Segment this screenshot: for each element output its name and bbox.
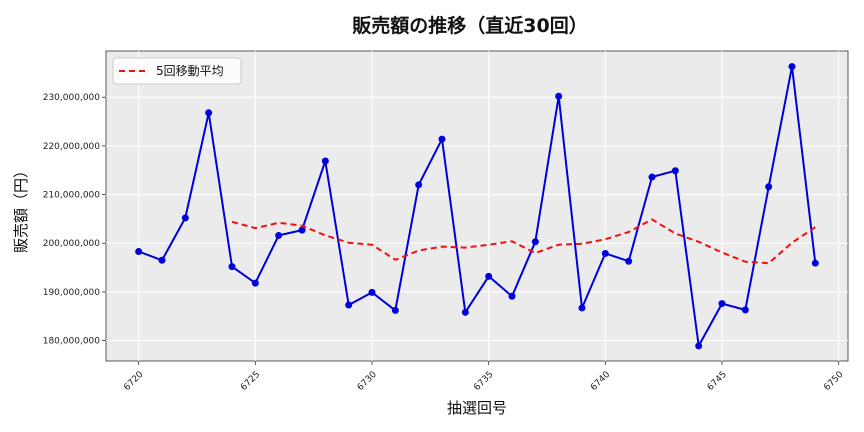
sales-data-point xyxy=(275,231,283,239)
y-axis-label: 販売額（円） xyxy=(12,163,30,253)
y-axis-ticks: 180,000,000 190,000,000 200,000,000 210,000… xyxy=(43,93,106,347)
sales-data-point xyxy=(765,183,773,191)
y-tick-label: 190,000,000 xyxy=(43,288,101,298)
sales-data-point xyxy=(695,342,703,350)
sales-data-point xyxy=(741,306,749,314)
moving-average-line xyxy=(231,218,816,265)
sales-data-point xyxy=(158,256,166,264)
sales-data-point xyxy=(508,292,516,300)
plot-area xyxy=(105,50,849,362)
y-tick-label: 180,000,000 xyxy=(43,337,101,347)
chart-title: 販売額の推移（直近30回） xyxy=(352,14,587,37)
sales-data-point xyxy=(391,306,399,314)
y-tick-label: 200,000,000 xyxy=(43,239,101,249)
sales-data-point xyxy=(718,300,726,308)
legend: 5回移動平均 xyxy=(112,57,242,85)
legend-box xyxy=(112,57,242,85)
sales-data-point xyxy=(415,181,423,189)
series-layer xyxy=(135,63,819,350)
sales-data-point xyxy=(671,167,679,175)
sales-data-point xyxy=(811,259,819,267)
y-tick-label: 220,000,000 xyxy=(43,142,101,152)
grid-lines xyxy=(106,51,848,361)
sales-data-point xyxy=(135,248,143,256)
sales-data-point xyxy=(555,92,563,100)
sales-data-point xyxy=(648,173,656,181)
sales-data-point xyxy=(181,214,189,222)
sales-data-point xyxy=(251,279,259,287)
legend-label-moving-average: 5回移動平均 xyxy=(156,64,224,78)
sales-data-point xyxy=(485,272,493,280)
sales-data-point xyxy=(345,301,353,309)
sales-data-point xyxy=(205,109,213,117)
sales-data-point xyxy=(625,257,633,265)
sales-data-point xyxy=(321,157,329,165)
sales-data-point xyxy=(298,226,306,234)
x-axis-label: 抽選回号 xyxy=(447,399,507,417)
sales-data-point xyxy=(601,249,609,257)
sales-data-point xyxy=(461,308,469,316)
y-tick-label: 230,000,000 xyxy=(43,93,101,103)
sales-series-line xyxy=(138,65,817,347)
sales-data-point xyxy=(578,304,586,312)
y-tick-label: 210,000,000 xyxy=(43,191,101,201)
sales-data-point xyxy=(531,238,539,246)
sales-data-point xyxy=(438,135,446,143)
sales-data-point xyxy=(368,288,376,296)
sales-data-point xyxy=(228,263,236,271)
sales-data-point xyxy=(788,63,796,71)
